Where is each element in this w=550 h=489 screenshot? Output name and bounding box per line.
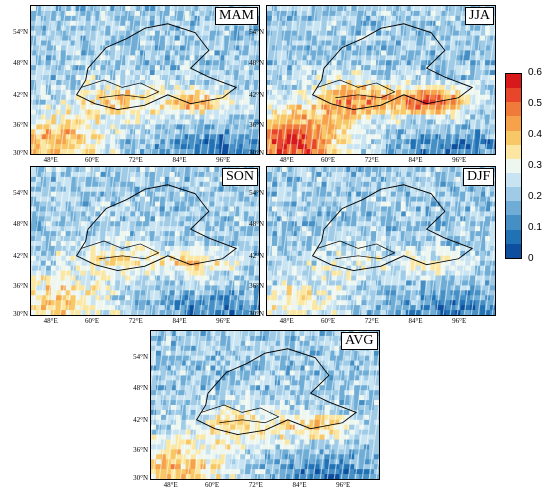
season-label: DJF: [463, 168, 495, 186]
lon-tick-label: 84°E: [172, 156, 187, 164]
lat-tick-label: 30°N: [249, 149, 264, 157]
season-label: AVG: [341, 332, 378, 350]
season-label: SON: [222, 168, 259, 186]
lon-tick-label: 96°E: [452, 156, 467, 164]
colorbar-segment: [506, 172, 521, 188]
lat-tick-label: 48°N: [133, 384, 148, 392]
lon-tick-label: 84°E: [292, 481, 307, 489]
colorbar-tick-label: 0.1: [528, 222, 542, 233]
lat-tick-label: 30°N: [249, 310, 264, 318]
map-image: [266, 5, 496, 155]
lon-tick-label: 48°E: [43, 317, 58, 325]
lon-tick-label: 96°E: [336, 481, 351, 489]
lon-tick-label: 96°E: [452, 317, 467, 325]
lon-tick-label: 72°E: [364, 317, 379, 325]
lat-tick-label: 48°N: [249, 59, 264, 67]
lon-tick-label: 60°E: [85, 317, 100, 325]
lat-tick-label: 54°N: [249, 27, 264, 36]
season-label: MAM: [215, 7, 259, 25]
lat-tick-label: 36°N: [249, 120, 264, 129]
colorbar: [505, 73, 522, 259]
lat-tick-label: 36°N: [249, 281, 264, 290]
lat-tick-label: 30°N: [133, 474, 148, 482]
colorbar-tick-label: 0.2: [528, 191, 542, 202]
colorbar-segment: [506, 102, 521, 117]
map-image: [266, 166, 496, 316]
lat-tick-label: 42°N: [249, 251, 264, 260]
lon-tick-label: 72°E: [128, 156, 143, 164]
lat-tick-label: 48°N: [13, 220, 28, 228]
colorbar-tick-label: 0.6: [528, 67, 542, 78]
lat-tick-label: 42°N: [13, 251, 28, 260]
lon-tick-label: 72°E: [128, 317, 143, 325]
colorbar-segment: [506, 144, 521, 159]
lat-tick-label: 36°N: [13, 281, 28, 290]
colorbar-tick-label: 0.4: [528, 129, 542, 140]
lon-tick-label: 60°E: [321, 317, 336, 325]
lat-tick-label: 36°N: [133, 445, 148, 454]
lon-tick-label: 60°E: [321, 156, 336, 164]
lon-tick-label: 60°E: [205, 481, 220, 489]
lat-tick-label: 54°N: [13, 188, 28, 197]
map-image: [30, 5, 260, 155]
colorbar-segment: [506, 243, 521, 258]
lat-tick-label: 54°N: [133, 352, 148, 361]
lat-tick-label: 48°N: [13, 59, 28, 67]
lon-tick-label: 72°E: [364, 156, 379, 164]
colorbar-segment: [506, 88, 521, 103]
lon-tick-label: 84°E: [172, 317, 187, 325]
colorbar-segment: [506, 74, 521, 89]
lat-tick-label: 54°N: [13, 27, 28, 36]
lon-tick-label: 96°E: [216, 156, 231, 164]
lat-tick-label: 42°N: [249, 90, 264, 99]
colorbar-tick-label: 0: [528, 253, 534, 264]
colorbar-segment: [506, 215, 521, 230]
lat-tick-label: 54°N: [249, 188, 264, 197]
colorbar-segment: [506, 130, 521, 145]
colorbar-segment: [506, 187, 521, 202]
lat-tick-label: 42°N: [13, 90, 28, 99]
lon-tick-label: 48°E: [279, 156, 294, 164]
lon-tick-label: 48°E: [43, 156, 58, 164]
lon-tick-label: 60°E: [85, 156, 100, 164]
lon-tick-label: 48°E: [163, 481, 178, 489]
lat-tick-label: 48°N: [249, 220, 264, 228]
lon-tick-label: 72°E: [248, 481, 263, 489]
map-image: [30, 166, 260, 316]
colorbar-tick-label: 0.3: [528, 160, 542, 171]
colorbar-segment: [506, 116, 521, 131]
lat-tick-label: 30°N: [13, 310, 28, 318]
map-image: [150, 330, 380, 480]
lat-tick-label: 30°N: [13, 149, 28, 157]
colorbar-tick-label: 0.5: [528, 98, 542, 109]
colorbar-segment: [506, 158, 521, 173]
colorbar-segment: [506, 229, 521, 244]
lon-tick-label: 96°E: [216, 317, 231, 325]
lat-tick-label: 36°N: [13, 120, 28, 129]
lon-tick-label: 84°E: [408, 156, 423, 164]
colorbar-segment: [506, 201, 521, 216]
lon-tick-label: 48°E: [279, 317, 294, 325]
season-label: JJA: [465, 7, 495, 25]
lon-tick-label: 84°E: [408, 317, 423, 325]
lat-tick-label: 42°N: [133, 415, 148, 424]
